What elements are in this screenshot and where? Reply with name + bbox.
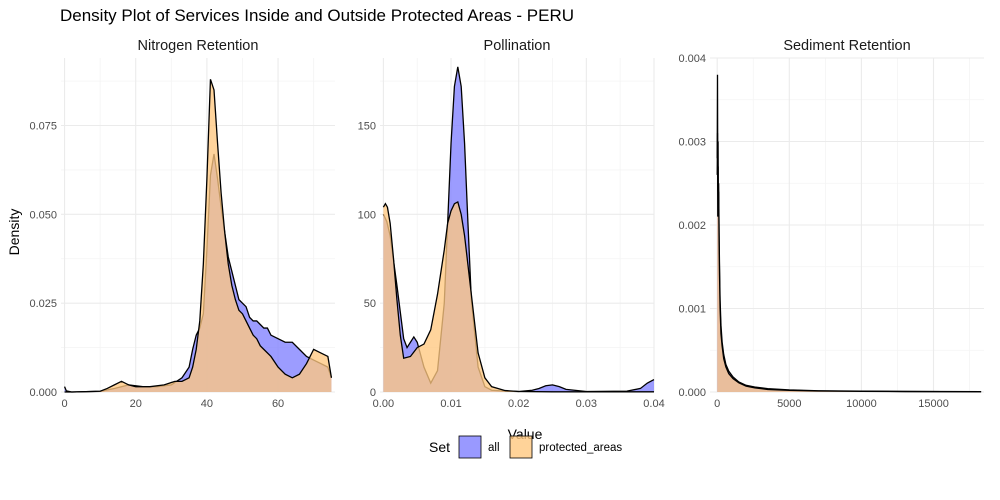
x-tick-label: 0: [61, 398, 67, 410]
y-tick-label: 0.000: [29, 387, 57, 399]
legend-key-protected-areas: [509, 435, 533, 459]
y-tick-label: 0.001: [678, 304, 706, 316]
legend-label-all: all: [488, 442, 500, 454]
legend-label-protected-areas: protected_areas: [539, 442, 622, 454]
y-tick-label: 50: [364, 298, 376, 310]
y-tick-label: 150: [358, 121, 376, 133]
legend-title: Set: [429, 439, 450, 455]
density-line-protected-areas: [716, 133, 982, 393]
y-tick-label: 0.004: [678, 53, 706, 65]
y-tick-label: 0.050: [29, 209, 57, 221]
panel-nitrogen-retention: Nitrogen Retention 0 20 40 60 0.000 0.025 0.050…: [29, 38, 335, 410]
facet-title-nitrogen-retention: Nitrogen Retention: [138, 38, 259, 54]
x-tick-label: 15000: [918, 398, 949, 410]
density-area-all: [717, 74, 982, 392]
panel-pollination: Pollination 0.00 0.01 0.02 0.03 0.04 0 50 100 150: [358, 38, 665, 410]
y-tick-label: 0.002: [678, 220, 706, 232]
y-tick-label: 100: [358, 209, 376, 221]
density-area-protected-areas: [383, 201, 654, 392]
facet-title-sediment-retention: Sediment Retention: [783, 38, 910, 54]
x-tick-label: 0.02: [508, 398, 529, 410]
y-tick-label: 0.000: [678, 387, 706, 399]
x-tick-label: 60: [272, 398, 284, 410]
y-tick-label: 0.025: [29, 298, 57, 310]
density-line-all: [382, 66, 655, 393]
x-tick-label: 20: [130, 398, 142, 410]
x-tick-label: 0.01: [440, 398, 461, 410]
density-line-all: [716, 74, 982, 393]
density-area-protected-areas: [717, 133, 982, 392]
y-tick-label: 0: [370, 387, 376, 399]
legend-key-all: [458, 435, 482, 459]
x-tick-label: 0.04: [643, 398, 664, 410]
density-line-protected-areas: [382, 200, 654, 393]
x-tick-label: 10000: [846, 398, 877, 410]
density-line-protected-areas: [64, 79, 333, 393]
x-tick-label: 0.03: [576, 398, 597, 410]
panel-sediment-retention: Sediment Retention 0 5000 10000 15000 0.000 0.…: [678, 38, 984, 410]
chart-title: Density Plot of Services Inside and Outs…: [60, 6, 574, 25]
y-tick-label: 0.003: [678, 137, 706, 149]
legend: Set all protected_areas: [429, 435, 622, 459]
x-tick-label: 5000: [777, 398, 801, 410]
x-tick-label: 40: [201, 398, 213, 410]
facet-title-pollination: Pollination: [484, 38, 551, 54]
x-tick-label: 0: [714, 398, 720, 410]
x-tick-label: 0.00: [373, 398, 394, 410]
density-area-all: [64, 153, 332, 392]
y-tick-label: 0.075: [29, 121, 57, 133]
y-axis-title: Density: [6, 209, 22, 256]
